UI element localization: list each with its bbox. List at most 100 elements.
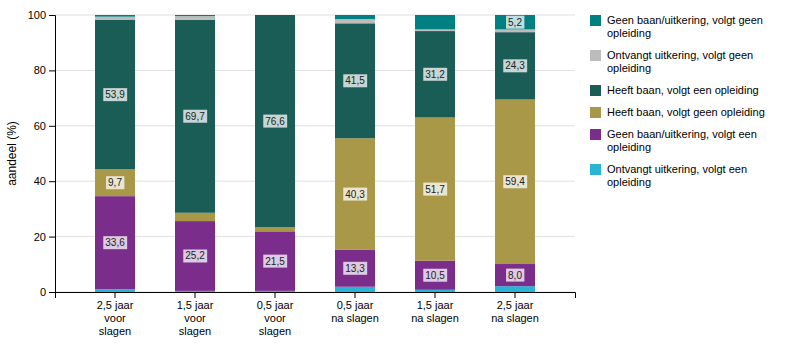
bar-segment: [495, 264, 535, 286]
bar-segment: [415, 31, 455, 117]
x-tick-mark: [515, 292, 516, 298]
y-tick-mark: [49, 15, 55, 16]
data-label: 9,7: [108, 177, 122, 188]
chart: 0204060801002,5 jaarvoorslagen1,5 jaarvo…: [0, 0, 800, 350]
bar-segment: [255, 231, 295, 291]
bar-segment: [175, 15, 215, 16]
data-label-background: [423, 68, 447, 81]
legend-label: Heeft baan, volgt een opleiding: [607, 84, 759, 96]
data-label: 41,5: [345, 75, 365, 86]
x-tick-label: 2,5 jaarna slagen: [491, 299, 539, 324]
y-tick-mark: [49, 126, 55, 127]
x-tick-label-line: 1,5 jaar: [417, 299, 454, 311]
bar-series: [95, 15, 535, 29]
legend-swatch: [590, 107, 601, 118]
data-labels: 33,625,221,513,310,58,09,740,351,759,453…: [103, 16, 527, 282]
legend-label-line: Geen baan/uitkering, volgt geen: [607, 14, 763, 26]
data-label-background: [506, 16, 524, 29]
bar-series: [95, 16, 535, 32]
data-label-background: [183, 249, 207, 262]
y-axis-title: aandeel (%): [5, 121, 19, 186]
legend-label-line: Heeft baan, volgt geen opleiding: [607, 106, 765, 118]
data-label: 51,7: [425, 184, 445, 195]
data-label-background: [263, 255, 287, 268]
bar-segment: [95, 196, 135, 289]
data-label-background: [343, 188, 367, 201]
data-label-group: 10,5: [423, 269, 447, 282]
grid: [55, 15, 575, 292]
data-label-group: 51,7: [423, 183, 447, 196]
legend-label-line: Ontvangt uitkering, volgt een: [607, 163, 747, 175]
y-tick: 60: [34, 120, 55, 132]
bar-series: [95, 15, 535, 227]
legend-item: Ontvangt uitkering, volgt geenopleiding: [590, 49, 753, 74]
bar-series: [95, 196, 535, 291]
y-tick: 100: [28, 9, 55, 21]
x-tick-mark: [435, 292, 436, 298]
bar-segment: [255, 15, 295, 16]
bar-segment: [335, 138, 375, 250]
bar-segment: [335, 23, 375, 138]
x-tick-label-line: slagen: [99, 325, 131, 337]
y-tick-mark: [49, 292, 55, 293]
bar-segment: [95, 15, 135, 17]
data-label-group: 8,0: [506, 269, 524, 282]
bar-segment: [495, 32, 535, 99]
legend-label: Geen baan/uitkering, volgt geenopleiding: [607, 14, 763, 39]
x-tick-label: 1,5 jaarna slagen: [411, 299, 459, 324]
bar-segment: [335, 15, 375, 19]
x-tick-label-line: na slagen: [491, 312, 539, 324]
data-label-background: [183, 110, 207, 123]
x-tick-label-line: 2,5 jaar: [497, 299, 534, 311]
legend-label: Heeft baan, volgt geen opleiding: [607, 106, 765, 118]
bar-segment: [255, 291, 295, 292]
bar-segment: [175, 213, 215, 221]
bar-segment: [335, 287, 375, 292]
x-tick-label-line: 2,5 jaar: [97, 299, 134, 311]
data-label-background: [503, 59, 527, 72]
legend-label-line: opleiding: [607, 27, 651, 39]
legend-swatch: [590, 50, 601, 61]
x-tick-label-line: slagen: [259, 325, 291, 337]
bar-segment: [255, 15, 295, 16]
x-tick: 1,5 jaarna slagen: [411, 292, 459, 324]
bar-segment: [415, 29, 455, 31]
legend-label-line: Geen baan/uitkering, volgt een: [607, 128, 757, 140]
x-tick-label-line: na slagen: [331, 312, 379, 324]
y-tick: 40: [34, 175, 55, 187]
x-tick-label: 0,5 jaarvoorslagen: [257, 299, 294, 337]
bar-segment: [95, 20, 135, 169]
x-tick-label-line: voor: [184, 312, 206, 324]
x-tick-label: 1,5 jaarvoorslagen: [177, 299, 214, 337]
bar-segment: [95, 17, 135, 20]
data-label: 21,5: [265, 256, 285, 267]
data-label-group: 31,2: [423, 68, 447, 81]
legend-item: Geen baan/uitkering, volgt geenopleiding: [590, 14, 763, 39]
legend-swatch: [590, 85, 601, 96]
x-tick-label-line: voor: [264, 312, 286, 324]
bars: [95, 15, 535, 292]
x-tick-label-line: 0,5 jaar: [337, 299, 374, 311]
x-axis: 2,5 jaarvoorslagen1,5 jaarvoorslagen0,5 …: [56, 292, 576, 337]
legend-item: Geen baan/uitkering, volgt eenopleiding: [590, 128, 757, 153]
x-tick-mark: [275, 292, 276, 298]
legend-label-line: opleiding: [607, 141, 651, 153]
data-label: 24,3: [505, 60, 525, 71]
y-axis-line: [49, 16, 56, 293]
data-label-background: [106, 176, 124, 189]
y-tick-mark: [49, 70, 55, 71]
bar-segment: [335, 250, 375, 287]
bar-segment: [495, 286, 535, 292]
data-label-background: [263, 115, 287, 128]
bar-segment: [175, 20, 215, 213]
legend-item: Heeft baan, volgt geen opleiding: [590, 106, 765, 118]
y-tick-mark: [49, 181, 55, 182]
data-label-group: 21,5: [263, 255, 287, 268]
data-label-group: 33,6: [103, 236, 127, 249]
data-label: 25,2: [185, 250, 205, 261]
data-label-group: 13,3: [343, 262, 367, 275]
data-label-group: 5,2: [506, 16, 524, 29]
plot: 0204060801002,5 jaarvoorslagen1,5 jaarvo…: [28, 9, 576, 337]
data-label: 8,0: [508, 270, 522, 281]
bar-segment: [175, 291, 215, 292]
